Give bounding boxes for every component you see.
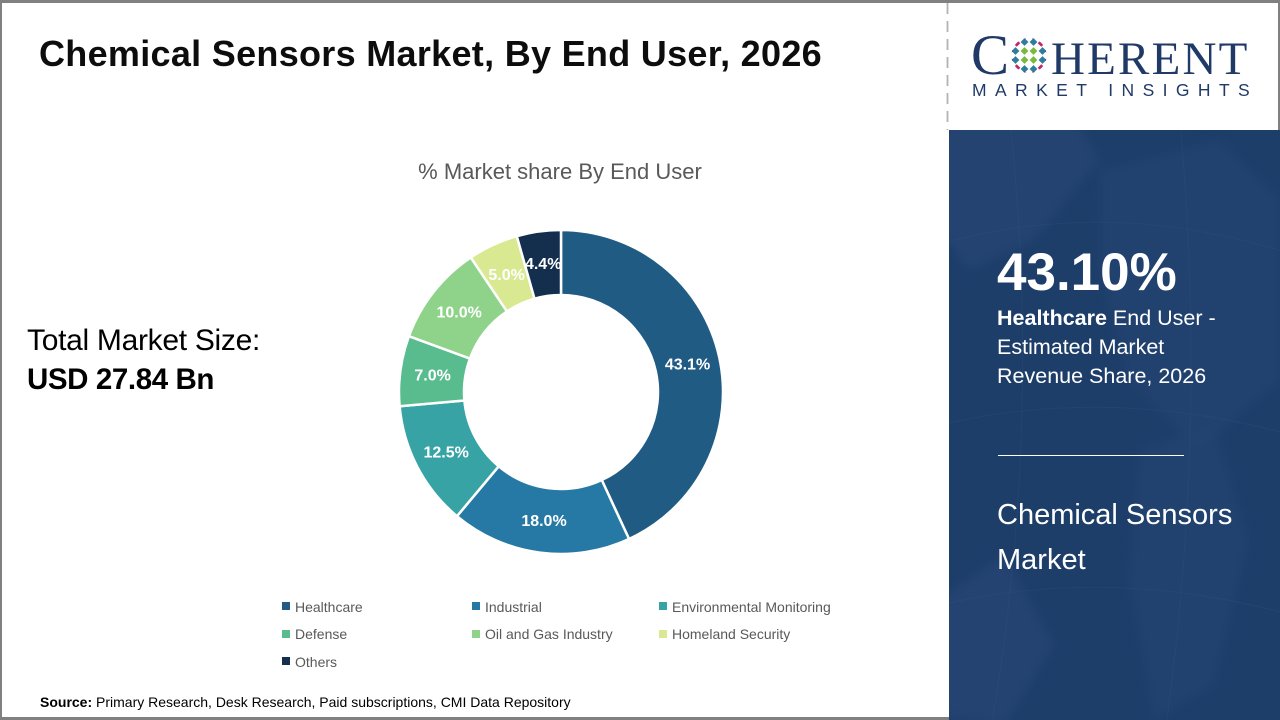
- svg-text:5.0%: 5.0%: [488, 267, 524, 284]
- svg-text:7.0%: 7.0%: [414, 368, 450, 385]
- svg-text:HERENT: HERENT: [1051, 33, 1250, 85]
- svg-text:12.5%: 12.5%: [424, 444, 469, 461]
- svg-text:43.1%: 43.1%: [665, 357, 710, 374]
- svg-text:MARKET INSIGHTS: MARKET INSIGHTS: [972, 80, 1258, 100]
- svg-text:4.4%: 4.4%: [525, 256, 561, 273]
- svg-text:C: C: [971, 24, 1009, 87]
- svg-text:18.0%: 18.0%: [521, 513, 566, 530]
- svg-text:10.0%: 10.0%: [437, 305, 482, 322]
